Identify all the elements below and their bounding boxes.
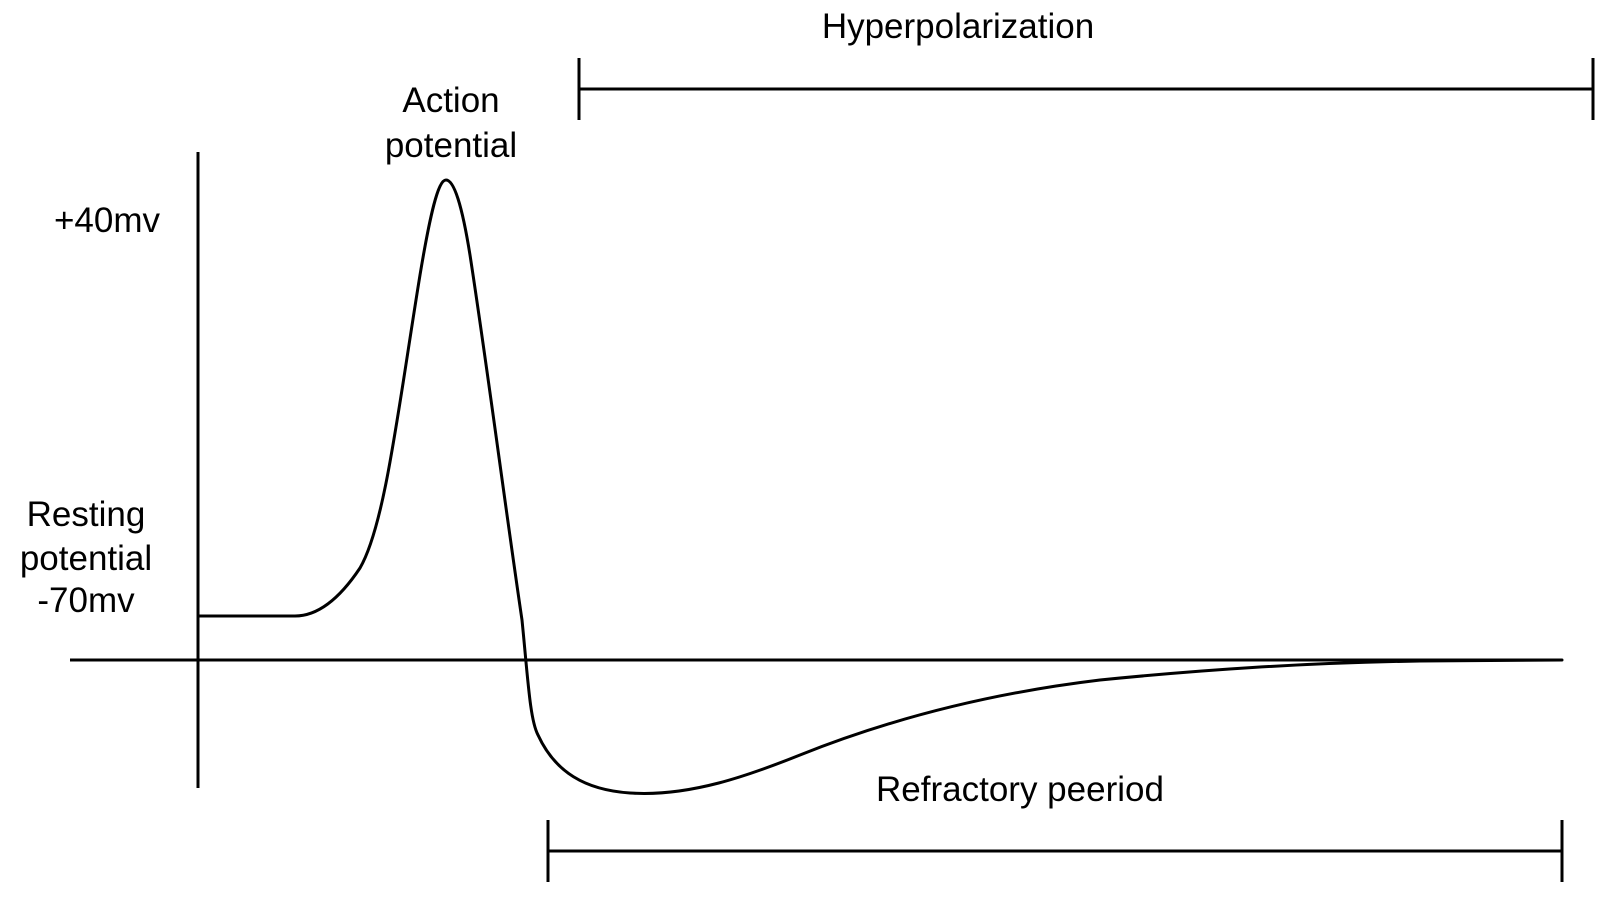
plus-40mv-label: +40mv xyxy=(54,201,161,240)
action-potential-label-line2: potential xyxy=(385,126,517,165)
refractory-period-bracket xyxy=(546,820,1564,882)
action-potential-label-line1: Action xyxy=(402,81,499,120)
hyperpolarization-label: Hyperpolarization xyxy=(822,7,1094,46)
membrane-potential-curve xyxy=(196,178,1564,795)
resting-potential-label-line2: potential xyxy=(20,539,152,578)
refractory-period-label: Refractory peeriod xyxy=(876,770,1164,809)
hyperpolarization-bracket xyxy=(577,58,1595,120)
resting-potential-label-line1: Resting xyxy=(27,495,146,534)
minus-70mv-label: -70mv xyxy=(37,581,135,620)
